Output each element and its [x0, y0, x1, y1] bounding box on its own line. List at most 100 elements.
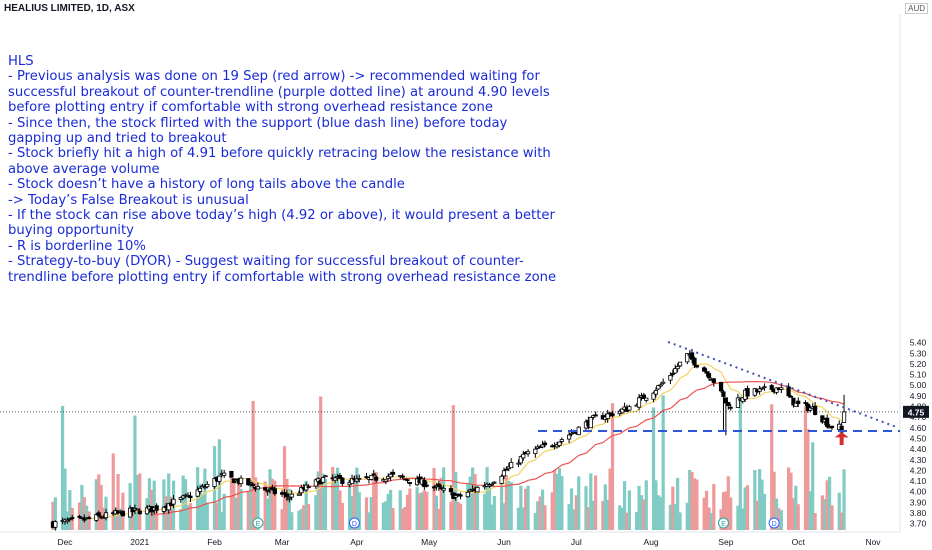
candle-body: [658, 384, 663, 387]
candle-body: [77, 515, 82, 518]
candle-body: [533, 448, 538, 455]
candle-body: [694, 365, 700, 368]
volume-bar: [186, 505, 190, 530]
volume-bar: [398, 490, 402, 530]
annotation-line: successful breakout of counter-trendline…: [8, 84, 550, 100]
volume-bar: [601, 501, 605, 530]
event-marker: [252, 517, 264, 529]
candle-body: [677, 361, 683, 367]
candle-body: [808, 407, 813, 411]
candle-body: [728, 406, 733, 409]
candle-body: [255, 486, 261, 490]
candle-body: [390, 471, 396, 475]
volume-bar: [803, 406, 808, 530]
volume-bar: [762, 493, 767, 530]
volume-bar: [770, 404, 774, 530]
candle-body: [289, 493, 294, 498]
volume-bar: [567, 504, 571, 530]
candle-body: [521, 453, 526, 459]
annotation-line: - Strategy-to-buy (DYOR) - Suggest waiti…: [8, 254, 524, 270]
volume-bar: [707, 507, 711, 530]
candle-body: [320, 477, 326, 483]
volume-bar: [499, 481, 504, 530]
candle-body: [448, 488, 454, 493]
volume-bar: [540, 489, 545, 530]
annotation-line: - Since then, the stock flirted with the…: [8, 115, 508, 131]
volume-bar: [533, 513, 537, 530]
candle-body: [333, 477, 338, 481]
volume-bar: [688, 469, 692, 530]
annotation-line: gapping up and tried to breakout: [8, 131, 227, 147]
candle-body: [383, 479, 388, 482]
candle-body: [692, 357, 697, 366]
volume-bar: [743, 487, 747, 530]
candle-body: [591, 415, 596, 418]
volume-bar: [490, 504, 494, 530]
volume-bar: [181, 475, 185, 530]
volume-bar: [335, 467, 340, 530]
candle-body: [788, 395, 794, 398]
volume-bar: [316, 471, 320, 530]
volume-bar: [331, 466, 335, 530]
volume-bar: [348, 478, 352, 530]
annotation-line: trendline before plotting entry if comfo…: [8, 269, 557, 285]
candle-body: [263, 487, 268, 491]
volume-bar: [811, 442, 815, 530]
candle-body: [820, 415, 825, 423]
y-tick-label: 4.50: [910, 433, 927, 443]
x-tick-label: Feb: [207, 537, 222, 547]
volume-bar: [753, 469, 757, 530]
candle-body: [576, 426, 581, 436]
volume-bar: [314, 495, 318, 530]
candle-body: [542, 442, 548, 446]
volume-bar: [239, 489, 243, 530]
volume-bar: [786, 467, 791, 530]
y-tick-label: 4.60: [910, 423, 927, 433]
volume-bar: [333, 473, 337, 530]
volume-bar: [569, 488, 574, 530]
volume-bar: [179, 509, 183, 530]
candle-body: [272, 488, 277, 495]
volume-bar: [504, 474, 508, 530]
volume-bar: [755, 500, 759, 530]
volume-bar: [111, 453, 115, 530]
volume-bar: [130, 509, 135, 530]
candle-body: [791, 397, 796, 406]
event-marker-label: E: [721, 521, 726, 528]
volume-bar: [678, 512, 682, 530]
candle-body: [144, 507, 150, 515]
volume-bar: [574, 495, 578, 530]
volume-bar: [774, 498, 779, 530]
volume-bar: [471, 467, 475, 530]
event-marker-label: D: [772, 521, 777, 528]
volume-bar: [673, 504, 677, 530]
annotation-line: above average volume: [8, 161, 160, 177]
chart-title: HEALIUS LIMITED, 1D, ASX: [4, 3, 135, 14]
volume-bar: [519, 485, 523, 530]
annotation-line: - R is borderline 10%: [8, 238, 146, 254]
volume-bar: [610, 403, 615, 530]
x-tick-label: Mar: [275, 537, 290, 547]
candle-body: [128, 507, 133, 518]
volume-bar: [492, 496, 496, 530]
volume-bar: [215, 502, 219, 530]
candle-body: [424, 484, 429, 487]
candle-body: [769, 385, 774, 390]
volume-bar: [384, 501, 388, 530]
volume-bar: [796, 504, 800, 530]
volume-bar: [246, 491, 250, 530]
candle-body: [166, 503, 171, 511]
volume-bar: [442, 467, 446, 530]
volume-bar: [183, 479, 188, 530]
candle-body: [357, 477, 362, 480]
candle-body: [745, 388, 750, 397]
candle-body: [270, 487, 275, 490]
volume-bar: [338, 490, 342, 530]
candle-body: [825, 417, 830, 428]
volume-bar: [772, 471, 776, 530]
volume-bar: [635, 511, 639, 530]
volume-bar: [521, 507, 525, 530]
candle-body: [813, 405, 818, 415]
volume-bar: [827, 476, 832, 530]
